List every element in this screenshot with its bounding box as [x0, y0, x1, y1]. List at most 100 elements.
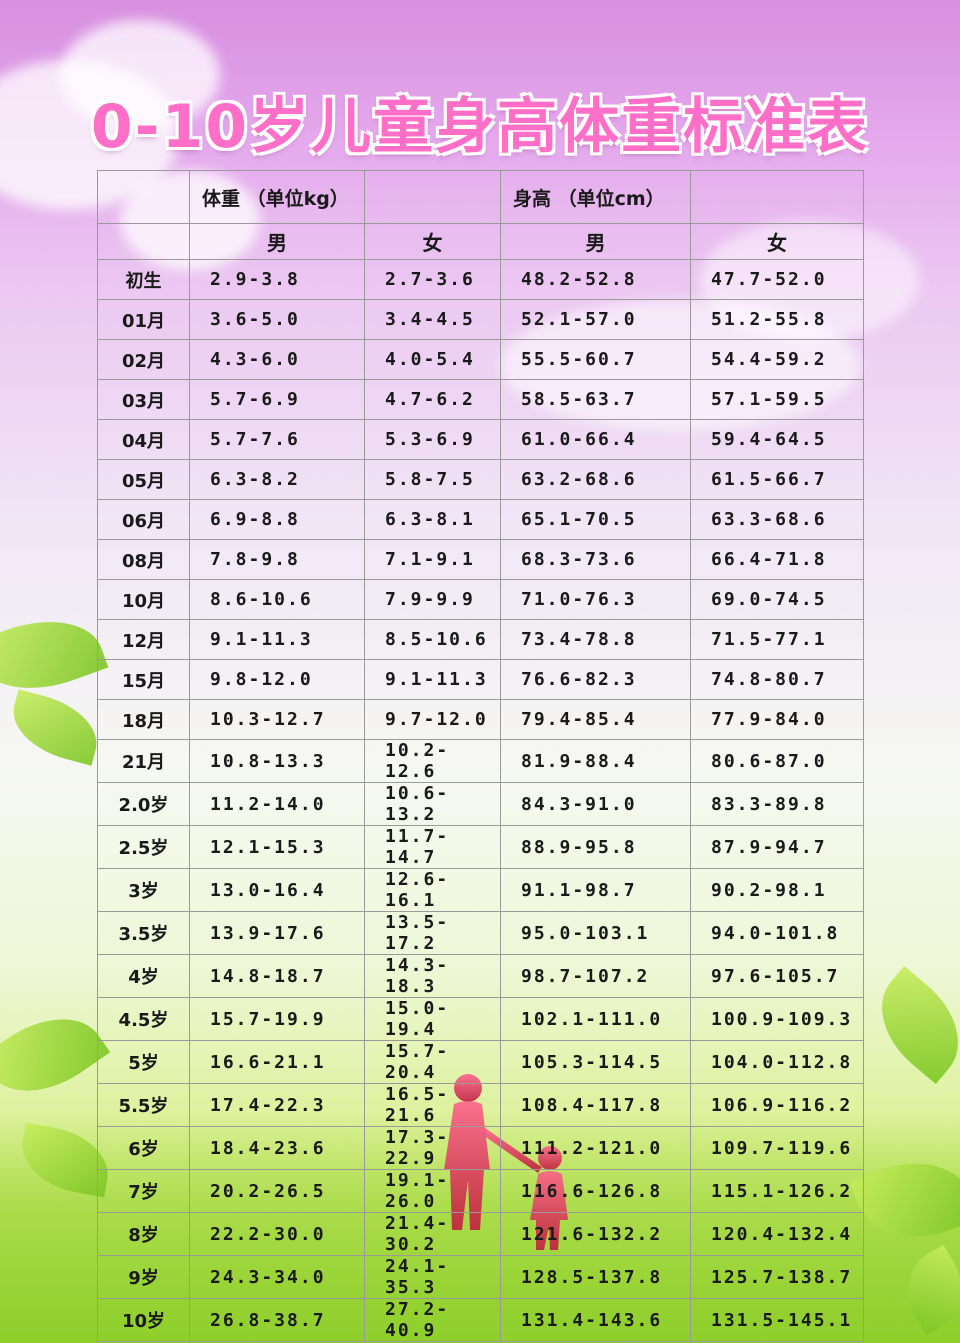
weight-male-cell: 2.9-3.8	[189, 259, 365, 300]
weight-female-cell: 27.2-40.9	[364, 1298, 501, 1342]
height-female-header: 女	[690, 223, 864, 260]
weight-male-cell: 13.0-16.4	[189, 868, 365, 912]
table-row: 3岁 13.0-16.4 12.6-16.1 91.1-98.7 90.2-98.1	[97, 868, 864, 912]
weight-female-cell: 3.4-4.5	[364, 299, 501, 340]
weight-male-cell: 24.3-34.0	[189, 1255, 365, 1299]
height-male-cell: 65.1-70.5	[500, 499, 691, 540]
age-cell: 06月	[97, 499, 190, 540]
table-row: 2.5岁 12.1-15.3 11.7-14.7 88.9-95.8 87.9-94.7	[97, 825, 864, 869]
weight-female-cell: 12.6-16.1	[364, 868, 501, 912]
weight-male-cell: 10.3-12.7	[189, 699, 365, 740]
weight-male-cell: 13.9-17.6	[189, 911, 365, 955]
weight-female-cell: 11.7-14.7	[364, 825, 501, 869]
height-male-cell: 105.3-114.5	[500, 1040, 691, 1084]
weight-male-cell: 18.4-23.6	[189, 1126, 365, 1170]
weight-female-cell: 9.7-12.0	[364, 699, 501, 740]
table-row: 18月 10.3-12.7 9.7-12.0 79.4-85.4 77.9-84.0	[97, 699, 864, 740]
table-row: 3.5岁 13.9-17.6 13.5-17.2 95.0-103.1 94.0-101…	[97, 911, 864, 955]
weight-male-header: 男	[189, 223, 365, 260]
age-cell: 7岁	[97, 1169, 190, 1213]
header-spacer	[690, 170, 864, 224]
height-male-cell: 131.4-143.6	[500, 1298, 691, 1342]
weight-female-cell: 2.7-3.6	[364, 259, 501, 300]
weight-male-cell: 26.8-38.7	[189, 1298, 365, 1342]
height-female-cell: 115.1-126.2	[690, 1169, 864, 1213]
weight-female-cell: 10.6-13.2	[364, 782, 501, 826]
weight-female-cell: 9.1-11.3	[364, 659, 501, 700]
age-cell: 10岁	[97, 1298, 190, 1342]
age-cell: 8岁	[97, 1212, 190, 1256]
corner-cell	[97, 170, 190, 224]
weight-female-cell: 13.5-17.2	[364, 911, 501, 955]
weight-female-cell: 21.4-30.2	[364, 1212, 501, 1256]
height-male-cell: 76.6-82.3	[500, 659, 691, 700]
table-row: 2.0岁 11.2-14.0 10.6-13.2 84.3-91.0 83.3-89.8	[97, 782, 864, 826]
height-female-cell: 125.7-138.7	[690, 1255, 864, 1299]
height-male-cell: 121.6-132.2	[500, 1212, 691, 1256]
table-row: 04月 5.7-7.6 5.3-6.9 61.0-66.4 59.4-64.5	[97, 419, 864, 460]
height-male-cell: 84.3-91.0	[500, 782, 691, 826]
weight-male-cell: 20.2-26.5	[189, 1169, 365, 1213]
table-row: 8岁 22.2-30.0 21.4-30.2 121.6-132.2 120.4-132…	[97, 1212, 864, 1256]
leaf-decoration	[891, 1244, 960, 1336]
leaf-decoration	[0, 601, 109, 709]
table-row: 12月 9.1-11.3 8.5-10.6 73.4-78.8 71.5-77.1	[97, 619, 864, 660]
weight-male-cell: 5.7-6.9	[189, 379, 365, 420]
age-cell: 05月	[97, 459, 190, 500]
height-female-cell: 90.2-98.1	[690, 868, 864, 912]
age-cell: 21月	[97, 739, 190, 783]
weight-male-cell: 9.1-11.3	[189, 619, 365, 660]
weight-male-cell: 14.8-18.7	[189, 954, 365, 998]
height-female-cell: 97.6-105.7	[690, 954, 864, 998]
weight-male-cell: 8.6-10.6	[189, 579, 365, 620]
weight-female-cell: 17.3-22.9	[364, 1126, 501, 1170]
height-female-cell: 51.2-55.8	[690, 299, 864, 340]
weight-female-cell: 6.3-8.1	[364, 499, 501, 540]
weight-female-cell: 16.5-21.6	[364, 1083, 501, 1127]
height-female-cell: 63.3-68.6	[690, 499, 864, 540]
height-female-cell: 74.8-80.7	[690, 659, 864, 700]
height-male-cell: 116.6-126.8	[500, 1169, 691, 1213]
height-female-cell: 71.5-77.1	[690, 619, 864, 660]
weight-header: 体重 （单位kg）	[189, 170, 365, 224]
weight-female-header: 女	[364, 223, 501, 260]
height-male-cell: 88.9-95.8	[500, 825, 691, 869]
height-female-cell: 100.9-109.3	[690, 997, 864, 1041]
table-header-gender-row: 男 女 男 女	[97, 223, 864, 260]
height-male-cell: 63.2-68.6	[500, 459, 691, 500]
weight-male-cell: 7.8-9.8	[189, 539, 365, 580]
table-row: 01月 3.6-5.0 3.4-4.5 52.1-57.0 51.2-55.8	[97, 299, 864, 340]
age-cell: 12月	[97, 619, 190, 660]
age-cell: 2.5岁	[97, 825, 190, 869]
weight-female-cell: 8.5-10.6	[364, 619, 501, 660]
weight-female-cell: 7.9-9.9	[364, 579, 501, 620]
table-row: 06月 6.9-8.8 6.3-8.1 65.1-70.5 63.3-68.6	[97, 499, 864, 540]
age-cell: 08月	[97, 539, 190, 580]
age-cell: 6岁	[97, 1126, 190, 1170]
height-female-cell: 83.3-89.8	[690, 782, 864, 826]
height-male-cell: 108.4-117.8	[500, 1083, 691, 1127]
weight-female-cell: 5.8-7.5	[364, 459, 501, 500]
table-row: 4岁 14.8-18.7 14.3-18.3 98.7-107.2 97.6-105.7	[97, 954, 864, 998]
height-male-cell: 102.1-111.0	[500, 997, 691, 1041]
height-male-cell: 91.1-98.7	[500, 868, 691, 912]
height-female-cell: 54.4-59.2	[690, 339, 864, 380]
height-male-cell: 79.4-85.4	[500, 699, 691, 740]
table-row: 03月 5.7-6.9 4.7-6.2 58.5-63.7 57.1-59.5	[97, 379, 864, 420]
weight-female-cell: 7.1-9.1	[364, 539, 501, 580]
page-title: 0-10岁儿童身高体重标准表	[90, 92, 870, 162]
height-male-cell: 55.5-60.7	[500, 339, 691, 380]
table-row: 15月 9.8-12.0 9.1-11.3 76.6-82.3 74.8-80.7	[97, 659, 864, 700]
height-male-cell: 61.0-66.4	[500, 419, 691, 460]
weight-male-cell: 15.7-19.9	[189, 997, 365, 1041]
weight-female-cell: 15.7-20.4	[364, 1040, 501, 1084]
weight-female-cell: 24.1-35.3	[364, 1255, 501, 1299]
weight-female-cell: 5.3-6.9	[364, 419, 501, 460]
table-row: 5.5岁 17.4-22.3 16.5-21.6 108.4-117.8 106.9-1…	[97, 1083, 864, 1127]
height-female-cell: 104.0-112.8	[690, 1040, 864, 1084]
age-cell: 3岁	[97, 868, 190, 912]
leaf-decoration	[4, 689, 106, 766]
weight-male-cell: 22.2-30.0	[189, 1212, 365, 1256]
header-spacer	[364, 170, 501, 224]
table-row: 10月 8.6-10.6 7.9-9.9 71.0-76.3 69.0-74.5	[97, 579, 864, 620]
